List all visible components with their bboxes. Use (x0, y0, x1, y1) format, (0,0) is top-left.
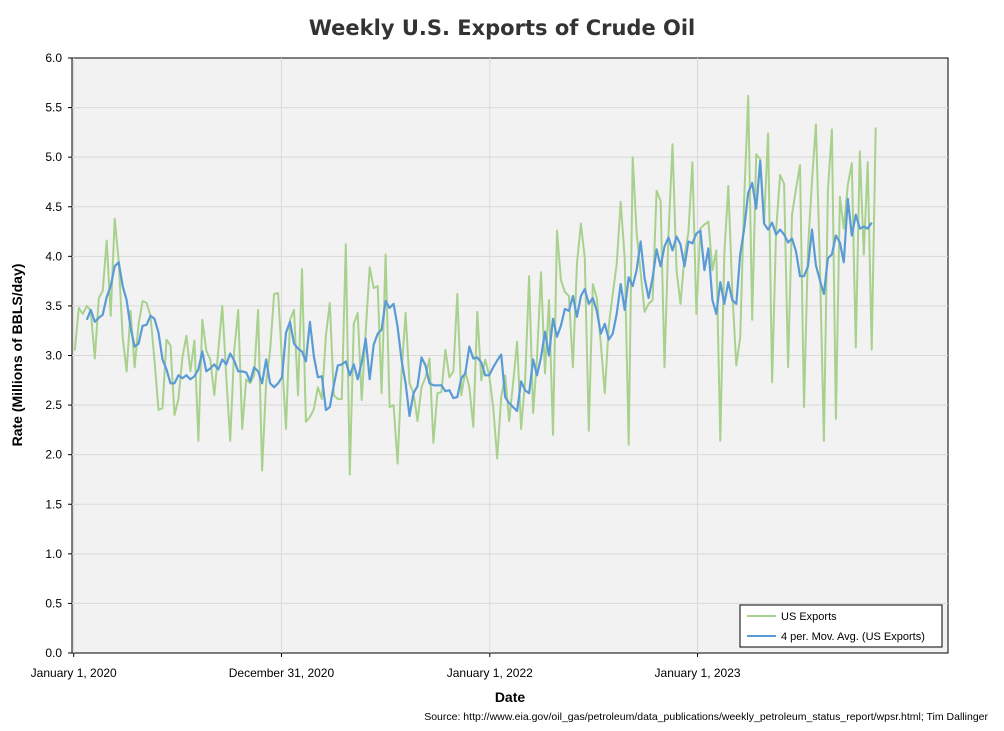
legend-label-moving-average: 4 per. Mov. Avg. (US Exports) (781, 631, 925, 643)
y-axis-title: Rate (Millions of BBLS/day) (9, 264, 25, 447)
legend: US Exports 4 per. Mov. Avg. (US Exports) (739, 604, 943, 648)
y-tick-label: 0.0 (45, 646, 62, 660)
y-tick-label: 1.0 (45, 547, 62, 561)
y-tick-label: 1.5 (45, 497, 62, 511)
y-tick-label: 3.5 (45, 299, 62, 313)
y-tick-label: 0.5 (45, 596, 62, 610)
y-tick-label: 4.5 (45, 200, 62, 214)
y-tick-label: 2.0 (45, 448, 62, 462)
x-tick-labels: January 1, 2020 December 31, 2020 January … (31, 666, 741, 680)
y-tick-label: 3.0 (45, 349, 62, 363)
y-tick-label: 4.0 (45, 249, 62, 263)
x-tick-label: January 1, 2023 (655, 666, 741, 680)
legend-label-us-exports: US Exports (781, 611, 837, 623)
x-tick-label: January 1, 2020 (31, 666, 117, 680)
series-line-moving-average (85, 160, 873, 418)
y-tick-label: 5.5 (45, 101, 62, 115)
x-tick-label: January 1, 2022 (447, 666, 533, 680)
chart-title: Weekly U.S. Exports of Crude Oil (309, 16, 696, 40)
legend-box (739, 604, 943, 648)
x-tick-label: December 31, 2020 (229, 666, 335, 680)
source-note: Source: http://www.eia.gov/oil_gas/petro… (424, 711, 988, 723)
series-lines (73, 94, 877, 476)
y-tick-label: 5.0 (45, 150, 62, 164)
y-tick-label: 6.0 (45, 51, 62, 65)
x-axis-title: Date (495, 689, 526, 705)
series-line-us-exports (73, 94, 877, 476)
y-tick-labels: 0.0 0.5 1.0 1.5 2.0 2.5 3.0 3.5 4.0 4.5 5.0 5.5 6.0 (45, 51, 62, 660)
y-tick-label: 2.5 (45, 398, 62, 412)
